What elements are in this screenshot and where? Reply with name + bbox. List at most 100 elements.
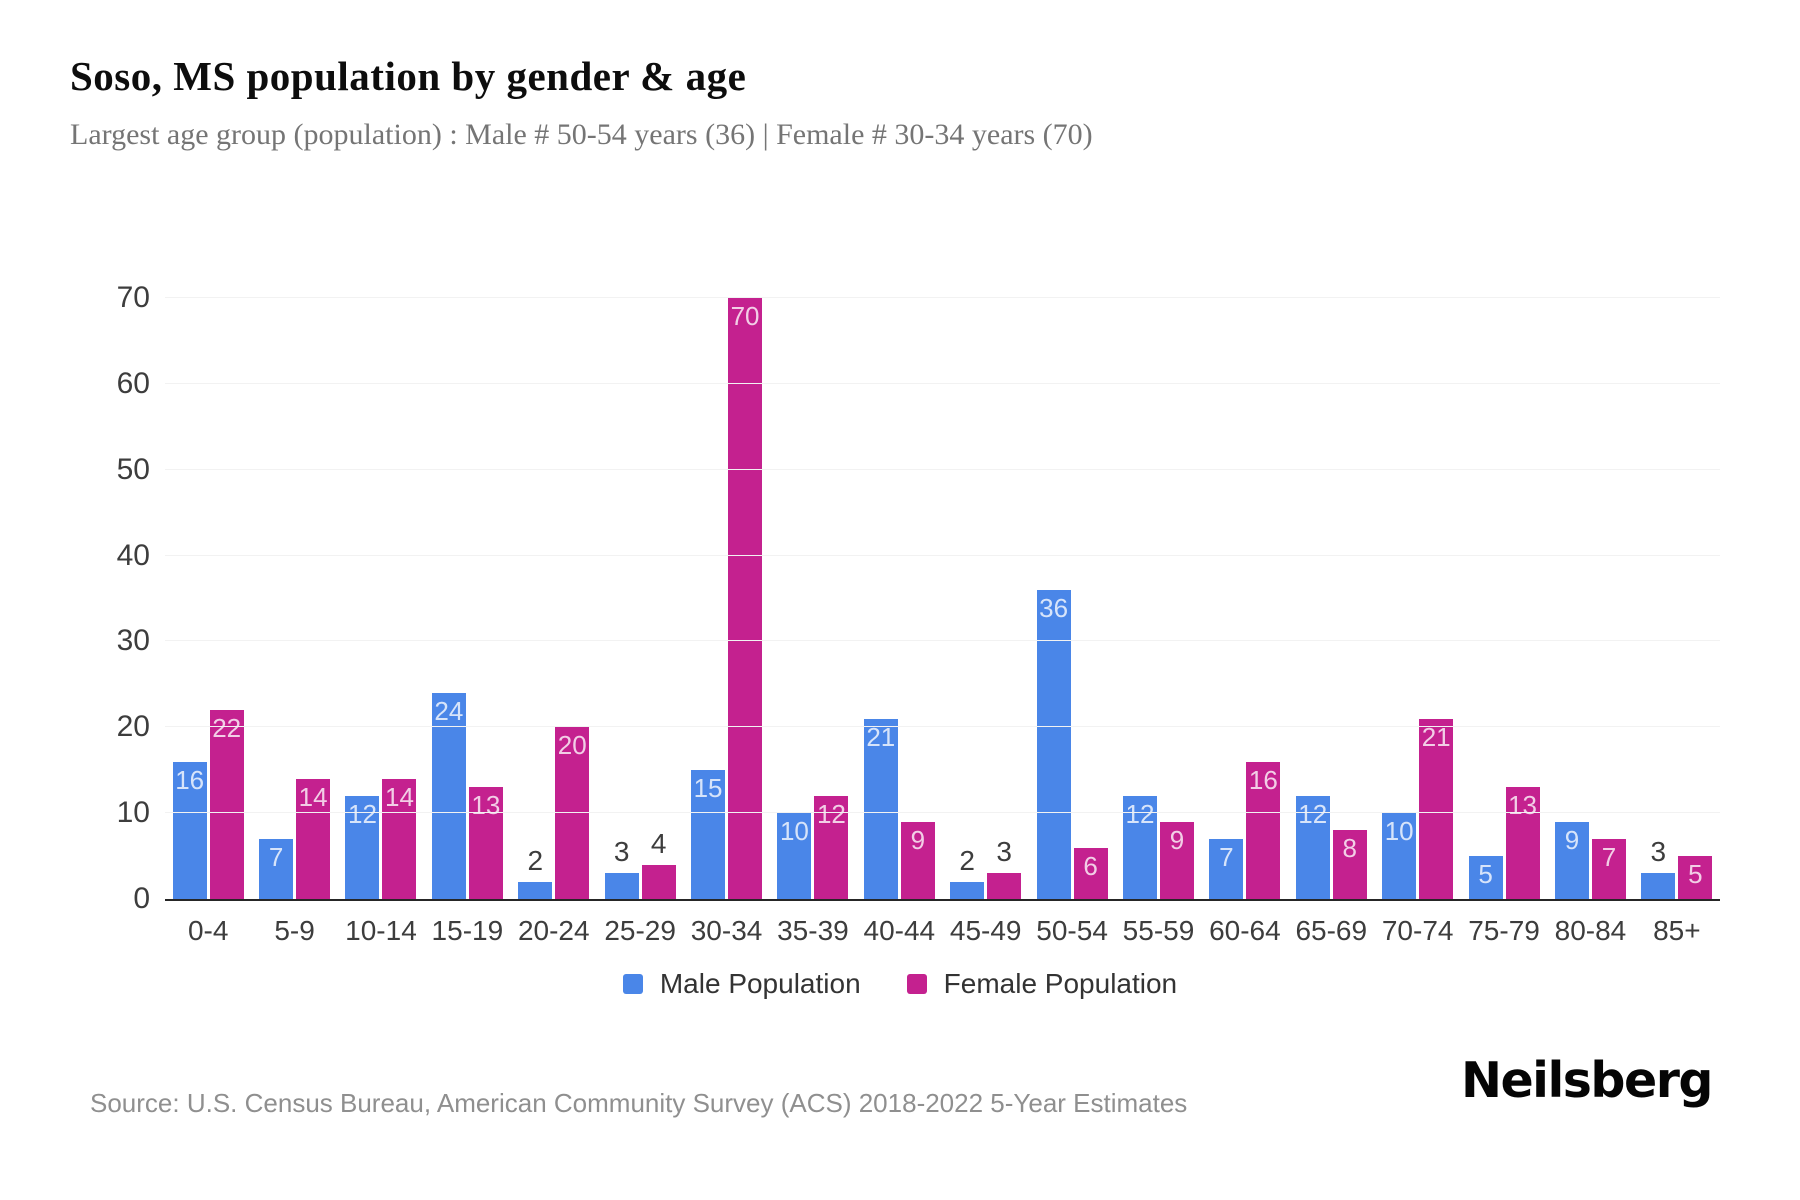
bar-value-label: 13 — [471, 790, 501, 821]
bar-male-75-79[interactable]: 5 — [1468, 856, 1503, 899]
bar-value-label: 5 — [1478, 859, 1493, 890]
bar-group: 24 13 15-19 — [424, 298, 510, 946]
bar-value-label: 13 — [1508, 790, 1537, 821]
x-tick-label: 0-4 — [187, 915, 229, 946]
legend-label-male: Male Population — [659, 968, 861, 999]
bar-value-label: 14 — [385, 781, 414, 812]
bar-value-label: 9 — [1169, 824, 1185, 855]
bar-female-15-19[interactable]: 13 — [468, 787, 503, 899]
bar-group: 2 20 20-24 — [511, 298, 597, 946]
x-tick-label: 75-79 — [1468, 915, 1540, 946]
bar-male-35-39[interactable]: 10 — [777, 813, 812, 899]
gridline — [165, 812, 1720, 814]
y-tick-label: 60 — [116, 366, 150, 400]
y-tick-label: 70 — [116, 281, 150, 314]
bar-female-60-64[interactable]: 16 — [1246, 761, 1281, 899]
x-tick-label: 50-54 — [1036, 915, 1108, 946]
source-attribution: Source: U.S. Census Bureau, American Com… — [90, 1088, 1188, 1118]
y-tick-label: 0 — [133, 882, 150, 915]
bar-male-45-49[interactable]: 2 — [950, 846, 985, 899]
y-tick-label: 10 — [116, 796, 150, 830]
legend-label-female: Female Population — [943, 968, 1178, 999]
gridline — [165, 554, 1720, 556]
male-swatch-icon — [622, 974, 643, 994]
bar-value-label: 10 — [1384, 816, 1414, 847]
bar-value-label: 15 — [693, 773, 723, 804]
bar-female-85+[interactable]: 5 — [1678, 856, 1713, 899]
bar-group: 5 13 75-79 — [1461, 298, 1547, 946]
bar-group: 21 9 40-44 — [856, 298, 942, 946]
bar-value-label: 7 — [1219, 841, 1234, 872]
bar-female-70-74[interactable]: 21 — [1419, 718, 1454, 899]
bar-female-55-59[interactable]: 9 — [1159, 821, 1194, 899]
bar-female-75-79[interactable]: 13 — [1505, 787, 1540, 899]
x-tick-label: 20-24 — [517, 915, 590, 946]
gridline — [165, 640, 1720, 642]
chart-title: Soso, MS population by gender & age — [70, 53, 747, 99]
bar-value-label: 20 — [557, 730, 587, 761]
bar-female-25-29[interactable]: 4 — [641, 829, 676, 899]
legend-item-male[interactable]: Male Population — [622, 968, 861, 1000]
bar-female-45-49[interactable]: 3 — [987, 838, 1022, 899]
bar-group: 2 3 45-49 — [943, 298, 1029, 946]
y-tick-label: 50 — [116, 452, 150, 486]
x-tick-label: 35-39 — [777, 915, 849, 946]
bar-group: 10 21 70-74 — [1374, 298, 1460, 946]
bar-value-label: 7 — [1601, 841, 1617, 872]
bar-value-label: 10 — [779, 816, 809, 847]
gridline — [165, 382, 1720, 384]
bar-group: 12 9 55-59 — [1115, 298, 1201, 946]
bar-female-40-44[interactable]: 9 — [900, 821, 935, 899]
bar-male-70-74[interactable]: 10 — [1382, 813, 1417, 899]
bar-male-20-24[interactable]: 2 — [518, 846, 553, 899]
x-tick-label: 45-49 — [949, 915, 1022, 946]
x-tick-label: 80-84 — [1554, 915, 1627, 946]
female-swatch-icon — [906, 974, 927, 994]
bar-group: 7 14 5-9 — [251, 298, 337, 946]
x-axis-line — [165, 899, 1720, 901]
bar-group: 12 8 65-69 — [1288, 298, 1374, 946]
x-tick-label: 65-69 — [1295, 915, 1368, 946]
bar-value-label: 70 — [730, 301, 760, 331]
bar-value-label: 3 — [996, 836, 1012, 868]
bar-male-25-29[interactable]: 3 — [604, 838, 639, 899]
bar-male-85+[interactable]: 3 — [1641, 838, 1676, 899]
bar-value-label: 4 — [650, 827, 667, 859]
bar-value-label: 14 — [298, 781, 328, 812]
bar-male-60-64[interactable]: 7 — [1209, 838, 1244, 899]
bar-female-5-9[interactable]: 14 — [296, 778, 331, 899]
bar-group: 36 6 50-54 — [1029, 298, 1115, 946]
bar-male-0-4[interactable]: 16 — [172, 761, 207, 899]
bar-value-label: 3 — [613, 836, 630, 868]
bar-group: 3 5 85+ — [1634, 298, 1720, 946]
x-tick-label: 60-64 — [1209, 915, 1281, 946]
plot-area: 16 22 0-4 7 14 5-9 12 14 10-14 24 13 15-19 2 20 20-24 3… — [165, 297, 1720, 946]
chart-subtitle: Largest age group (population) : Male # … — [70, 118, 1093, 151]
bar-group: 10 12 35-39 — [770, 298, 856, 946]
bar-male-5-9[interactable]: 7 — [259, 838, 294, 899]
bar-value-label: 21 — [866, 721, 896, 752]
bar-female-65-69[interactable]: 8 — [1332, 830, 1367, 899]
bar-female-30-34[interactable]: 70 — [728, 298, 763, 899]
bar-value-label: 12 — [816, 798, 846, 829]
x-tick-label: 15-19 — [431, 915, 504, 946]
y-axis: 0 10 20 30 40 50 60 70 — [40, 283, 150, 914]
bar-male-40-44[interactable]: 21 — [863, 718, 898, 899]
bar-value-label: 36 — [1039, 592, 1069, 623]
bar-value-label: 16 — [1248, 764, 1278, 795]
bar-female-10-14[interactable]: 14 — [382, 778, 417, 899]
legend: Male Population Female Population — [0, 968, 1800, 1000]
bar-value-label: 6 — [1083, 850, 1098, 881]
legend-item-female[interactable]: Female Population — [906, 968, 1178, 1000]
gridline — [165, 297, 1720, 298]
bar-male-80-84[interactable]: 9 — [1554, 821, 1589, 899]
x-tick-label: 5-9 — [274, 915, 315, 946]
bar-female-80-84[interactable]: 7 — [1591, 838, 1626, 899]
bar-value-label: 7 — [268, 841, 284, 872]
bar-female-0-4[interactable]: 22 — [209, 710, 244, 899]
bar-female-50-54[interactable]: 6 — [1073, 847, 1108, 899]
bar-groups: 16 22 0-4 7 14 5-9 12 14 10-14 24 13 15-19 2 20 20-24 3… — [165, 298, 1720, 946]
bar-male-30-34[interactable]: 15 — [691, 770, 726, 899]
bar-group: 15 70 30-34 — [683, 298, 769, 946]
bar-value-label: 2 — [959, 844, 975, 876]
